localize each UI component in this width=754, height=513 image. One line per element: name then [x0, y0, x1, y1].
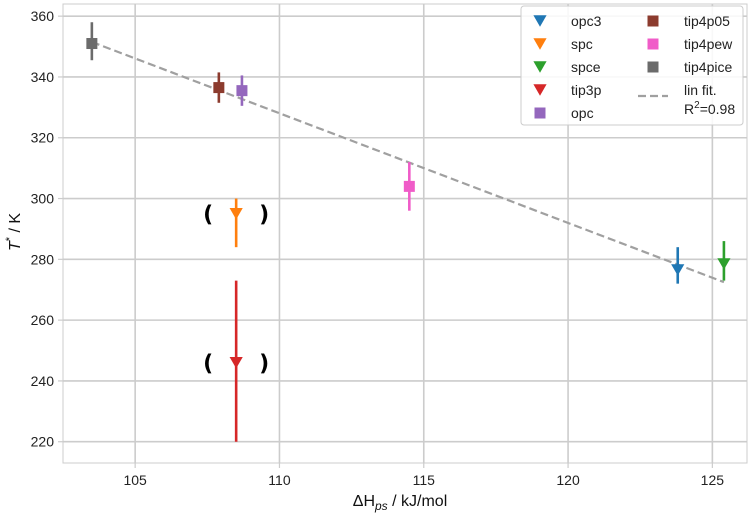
y-axis-label: T* / K: [4, 213, 24, 251]
legend-entry-spce: spce: [533, 59, 601, 75]
y-tick-label: 340: [31, 69, 55, 85]
tick-labels: 105 110 115 120 125 220 240 260 280 300 320 340 360: [31, 8, 725, 488]
series-tip3p: ( ): [203, 280, 269, 442]
legend-label: spce: [571, 59, 601, 75]
data-points: ( ) ( ): [86, 22, 731, 442]
series-tip4pew: [403, 162, 415, 211]
data-point-marker: [213, 82, 225, 94]
data-point-marker: [403, 180, 415, 192]
data-point-marker: [86, 38, 98, 50]
fit-layer: [91, 40, 725, 284]
point-annotation: ( ): [203, 352, 269, 377]
legend-entry-tip4pew: tip4pew: [647, 36, 733, 52]
legend-marker: [534, 107, 546, 119]
y-tick-label: 280: [31, 251, 55, 267]
x-tick-label: 115: [413, 472, 436, 488]
linear-fit-line: [91, 40, 725, 284]
legend-marker: [647, 38, 659, 50]
series-opc: [236, 75, 248, 106]
y-tick-label: 260: [31, 312, 55, 328]
data-point-marker: [671, 264, 685, 276]
legend-marker: [533, 84, 547, 96]
legend-label: tip3p: [571, 82, 602, 98]
legend-marker: [647, 61, 659, 73]
legend-entry-opc: opc: [534, 105, 594, 121]
legend-entry-lin-fit: lin fit. R2=0.98: [638, 82, 735, 117]
legend-label: tip4pice: [684, 59, 732, 75]
x-tick-label: 110: [268, 472, 291, 488]
x-tick-label: 120: [556, 472, 580, 488]
legend-entry-opc3: opc3: [533, 13, 602, 29]
y-tick-label: 360: [31, 8, 55, 24]
legend: opc3 spc spce tip3p opc tip4p05 tip4pew tip4pic…: [520, 5, 744, 126]
y-tick-label: 320: [31, 130, 55, 146]
legend-marker: [533, 38, 547, 50]
legend-label: tip4p05: [684, 13, 730, 29]
series-spc: ( ): [203, 198, 269, 248]
data-point-marker: [236, 85, 248, 97]
legend-box: [520, 5, 744, 126]
legend-entry-tip4pice: tip4pice: [647, 59, 732, 75]
series-tip4p05: [213, 72, 225, 103]
legend-marker: [533, 15, 547, 27]
legend-entry-tip4p05: tip4p05: [647, 13, 730, 29]
point-annotation: ( ): [203, 203, 269, 228]
y-tick-label: 300: [31, 191, 55, 207]
legend-marker: [647, 15, 659, 27]
series-tip4pice: [86, 22, 98, 61]
legend-entry-tip3p: tip3p: [533, 82, 602, 98]
series-opc3: [671, 247, 685, 284]
data-point-marker: [229, 356, 243, 369]
legend-marker: [533, 61, 547, 73]
legend-label: opc3: [571, 13, 602, 29]
data-point-marker: [717, 258, 731, 270]
legend-fit-label: lin fit.: [684, 82, 717, 98]
plot-frame: [62, 3, 748, 464]
x-axis-label: ΔHps / kJ/mol: [353, 493, 448, 513]
x-tick-label: 105: [123, 472, 147, 488]
data-point-marker: [229, 208, 243, 220]
legend-label: opc: [571, 105, 594, 121]
x-tick-label: 125: [701, 472, 725, 488]
legend-label: spc: [571, 36, 593, 52]
series-spce: [717, 241, 731, 281]
legend-entry-spc: spc: [533, 36, 593, 52]
y-tick-label: 240: [31, 373, 55, 389]
legend-label: tip4pew: [684, 36, 733, 52]
legend-fit-r2: R2=0.98: [684, 100, 735, 117]
y-tick-label: 220: [31, 434, 55, 450]
